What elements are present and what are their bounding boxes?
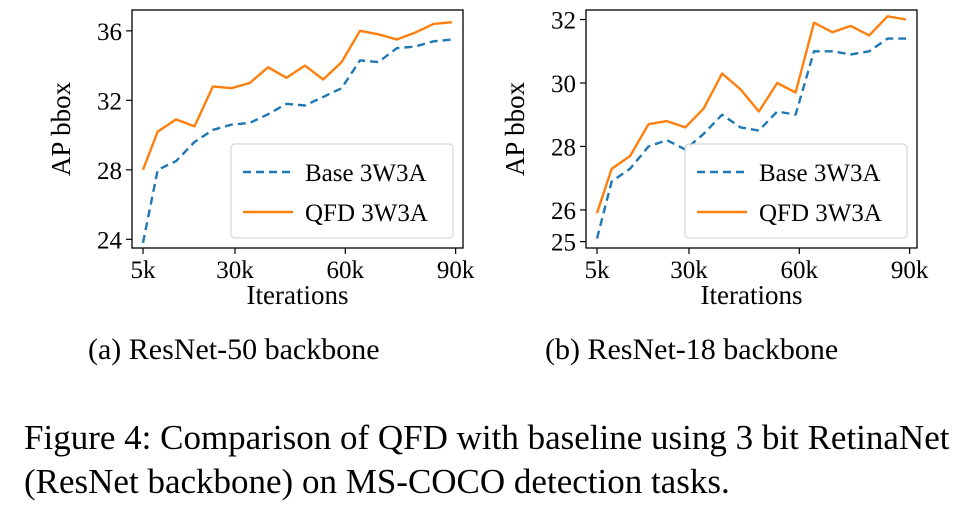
x-tick-label: 90k	[437, 257, 475, 284]
x-tick-label: 60k	[327, 257, 365, 284]
series-line-qfd	[595, 15, 907, 214]
legend-label: QFD 3W3A	[759, 200, 882, 227]
legend-box	[230, 143, 454, 239]
x-axis-label: Iterations	[701, 280, 803, 310]
x-tick-label: 30k	[216, 257, 254, 284]
y-tick-label: 24	[97, 227, 123, 254]
y-tick-label: 32	[97, 88, 122, 115]
y-tick-label: 36	[97, 19, 122, 46]
y-tick-label: 30	[551, 71, 576, 98]
subcaption-a: (a) ResNet-50 backbone	[88, 333, 380, 366]
legend-label: QFD 3W3A	[305, 200, 428, 227]
plot-frame	[131, 9, 464, 249]
y-tick-label: 32	[551, 8, 576, 35]
y-axis-label: AP bbox	[46, 81, 76, 176]
x-tick-label: 30k	[670, 257, 708, 284]
x-tick-label: 5k	[585, 257, 611, 284]
x-tick-label: 60k	[781, 257, 819, 284]
plot-frame	[585, 9, 918, 249]
chart-resnet50: 5k 30k 60k 90k 24 28 32 36 Iterations AP bbox Base…	[46, 9, 475, 310]
subcaption-b: (b) ResNet-18 backbone	[545, 333, 839, 366]
legend-label: Base 3W3A	[305, 160, 427, 187]
chart-resnet18: 5k 30k 60k 90k 25 26 28 30 32 Iterations AP bbox Ba…	[500, 8, 929, 310]
x-axis-label: Iterations	[247, 280, 349, 310]
x-tick-label: 5k	[131, 257, 157, 284]
series-line-base	[595, 37, 906, 239]
series-line-qfd	[141, 21, 453, 171]
x-tick-label: 90k	[891, 257, 929, 284]
y-tick-label: 28	[551, 134, 576, 161]
legend-label: Base 3W3A	[759, 160, 881, 187]
y-tick-label: 28	[97, 158, 122, 185]
figure-caption: Figure 4: Comparison of QFD with baselin…	[24, 418, 950, 501]
y-tick-label: 25	[551, 230, 576, 257]
y-axis-label: AP bbox	[500, 81, 530, 176]
y-tick-label: 26	[551, 198, 576, 225]
legend-box	[684, 143, 908, 239]
